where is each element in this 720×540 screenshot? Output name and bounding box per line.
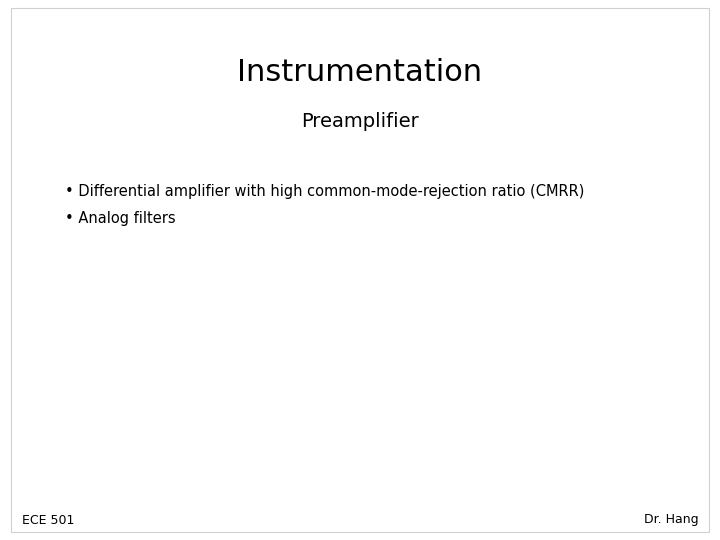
Text: Dr. Hang: Dr. Hang bbox=[644, 514, 698, 526]
Text: ECE 501: ECE 501 bbox=[22, 514, 74, 526]
Text: • Analog filters: • Analog filters bbox=[65, 211, 176, 226]
Text: Preamplifier: Preamplifier bbox=[301, 112, 419, 131]
Text: Instrumentation: Instrumentation bbox=[238, 58, 482, 87]
Text: • Differential amplifier with high common-mode-rejection ratio (CMRR): • Differential amplifier with high commo… bbox=[65, 184, 584, 199]
